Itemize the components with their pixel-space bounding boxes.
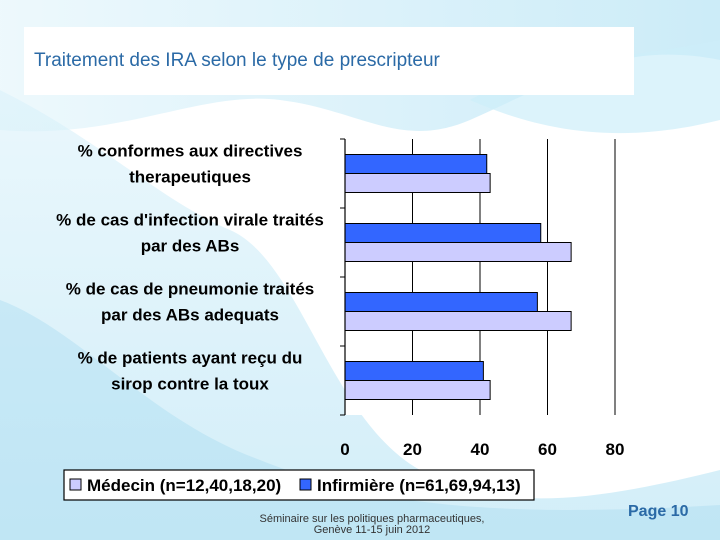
x-tick-label: 20 — [403, 440, 422, 459]
page-number: Page 10 — [628, 503, 689, 520]
bar-infirmiere — [344, 223, 542, 243]
legend-swatch-medecin — [69, 478, 82, 491]
legend-label-medecin: Médecin (n=12,40,18,20) — [87, 476, 281, 495]
x-tick-label: 40 — [471, 440, 490, 459]
category-label: % conformes aux directives therapeutiques — [78, 142, 303, 187]
bar-medecin — [344, 380, 491, 400]
bar-medecin — [344, 242, 572, 262]
title-box — [24, 27, 634, 95]
bar-infirmiere — [344, 154, 488, 174]
bar-infirmiere — [344, 292, 538, 312]
chart-legend: Médecin (n=12,40,18,20) Infirmière (n=61,… — [63, 469, 535, 501]
bar-medecin — [344, 173, 491, 193]
slide-title: Traitement des IRA selon le type de pres… — [34, 50, 440, 71]
category-label: % de cas de pneumonie traités par des ABs… — [66, 280, 314, 325]
legend-swatch-infirmiere — [299, 478, 312, 491]
tick-labels: 0 20 40 60 80 — [340, 440, 624, 459]
category-labels: % conformes aux directives therapeutiques… — [56, 142, 324, 394]
x-tick-label: 0 — [340, 440, 349, 459]
bar-infirmiere — [344, 361, 484, 381]
category-label: % de cas d'infection virale traités par d… — [56, 211, 324, 256]
category-label: % de patients ayant reçu du sirop contre … — [78, 349, 303, 394]
footer-line-2: Genève 11-15 juin 2012 — [313, 524, 431, 536]
bar-medecin — [344, 311, 572, 331]
x-tick-label: 60 — [538, 440, 557, 459]
footer: Séminaire sur les politiques pharmaceuti… — [222, 514, 522, 536]
legend-label-infirmiere: Infirmière (n=61,69,94,13) — [317, 476, 521, 495]
x-tick-label: 80 — [606, 440, 625, 459]
footer-line-1: Séminaire sur les politiques pharmaceuti… — [259, 513, 485, 525]
legend-box — [63, 469, 535, 501]
chart-axis — [340, 138, 346, 416]
